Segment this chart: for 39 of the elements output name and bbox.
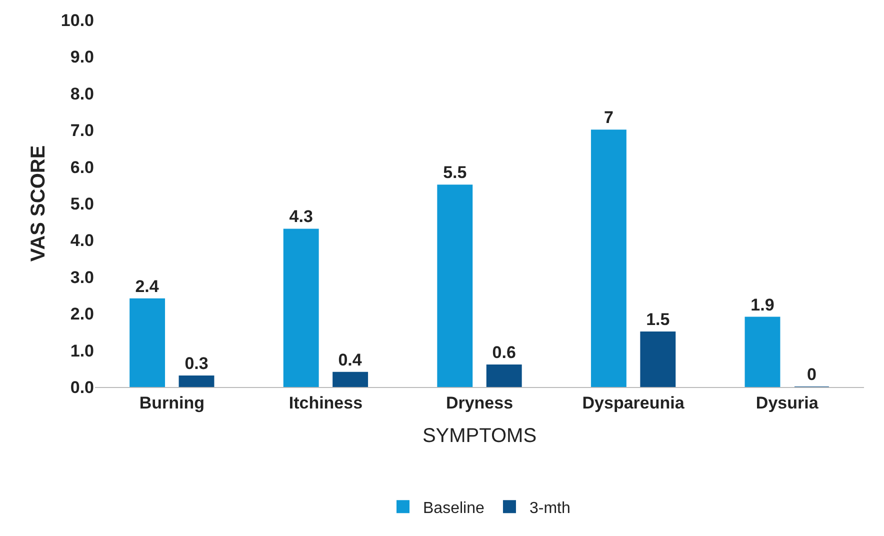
data-label: 1.9 [750,295,774,314]
bar [130,298,166,387]
bar [590,130,626,387]
data-label: 2.4 [135,276,160,296]
bar [640,331,676,387]
y-axis-title: VAS SCORE [27,145,50,262]
bar [332,372,368,387]
x-tick-label: Dyspareunia [582,393,685,412]
y-tick-label: 3.0 [70,268,94,287]
y-tick-label: 2.0 [70,304,94,324]
y-tick-label: 9.0 [70,48,94,67]
y-tick-label: 8.0 [70,84,94,104]
bar [178,375,214,387]
x-tick-label: Burning [139,393,204,412]
data-label: 4.3 [289,207,313,226]
x-tick-label: Itchiness [288,393,363,412]
x-axis-title: SYMPTOMS [422,424,537,447]
data-label: 0.4 [338,350,362,370]
y-tick-label: 4.0 [70,231,94,250]
y-tick-label: 5.0 [70,194,94,214]
data-label: 0 [806,365,816,384]
y-tick-label: 1.0 [70,341,94,360]
y-tick-label: 7.0 [70,121,94,140]
data-label: 7 [604,108,614,128]
bar [437,184,473,387]
bar [744,316,780,387]
data-label: 5.5 [443,163,467,182]
y-tick-label: 10.0 [60,10,94,30]
legend-label: 3-mth [529,500,570,517]
data-label: 0.6 [492,342,516,362]
x-tick-label: Dysuria [756,393,819,412]
data-label: 1.5 [646,310,670,329]
y-tick-label: 0.0 [70,378,94,397]
data-label: 0.3 [184,354,208,373]
x-tick-label: Dryness [446,393,514,412]
legend-label: Baseline [423,500,484,517]
bar [486,364,522,387]
y-tick-label: 6.0 [70,158,94,177]
bar [283,228,319,387]
